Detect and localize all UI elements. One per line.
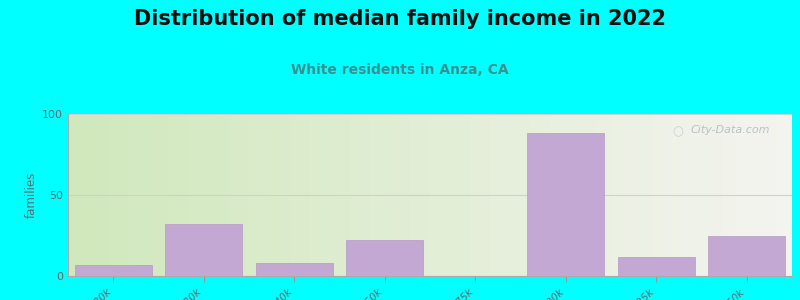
Bar: [618, 256, 694, 276]
Text: ○: ○: [673, 125, 683, 138]
Bar: [256, 263, 333, 276]
Bar: [74, 265, 152, 276]
Text: Distribution of median family income in 2022: Distribution of median family income in …: [134, 9, 666, 29]
Text: City-Data.com: City-Data.com: [690, 125, 770, 135]
Bar: [166, 224, 242, 276]
Bar: [527, 134, 604, 276]
Bar: [346, 240, 423, 276]
Text: White residents in Anza, CA: White residents in Anza, CA: [291, 63, 509, 77]
Bar: [708, 236, 786, 276]
Y-axis label: families: families: [25, 172, 38, 218]
